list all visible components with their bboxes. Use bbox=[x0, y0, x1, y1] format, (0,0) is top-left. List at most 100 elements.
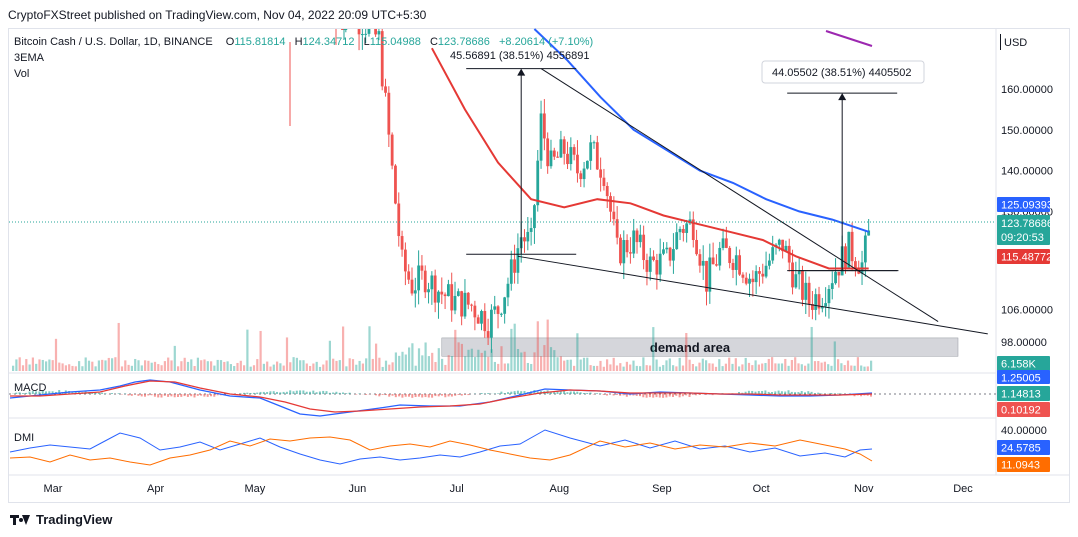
macd-hist-bar bbox=[269, 391, 272, 394]
volume-bar bbox=[645, 365, 648, 371]
dmi-plus-line[interactable] bbox=[9, 429, 873, 465]
candle-body bbox=[357, 29, 361, 35]
macd-line[interactable] bbox=[9, 379, 873, 417]
footer-brand[interactable]: TradingView bbox=[10, 512, 112, 527]
candle-body bbox=[483, 311, 487, 332]
macd-hist-bar bbox=[569, 391, 572, 394]
price-axis[interactable]: USD 160.00000150.00000140.00000130.00000… bbox=[1000, 34, 1053, 437]
macd-signal-line[interactable] bbox=[10, 380, 873, 413]
volume-bar bbox=[556, 357, 559, 371]
candle-body bbox=[579, 173, 583, 180]
macd-hist-bar bbox=[606, 394, 608, 396]
candle-body bbox=[612, 211, 616, 220]
volume-bar bbox=[325, 360, 328, 371]
volume-bar bbox=[830, 365, 833, 371]
macd-hist-bar bbox=[579, 392, 582, 394]
time-tick-label: Dec bbox=[953, 483, 973, 495]
time-tick-label: Apr bbox=[147, 483, 164, 495]
volume-bar bbox=[837, 359, 840, 371]
ema-blue-line[interactable] bbox=[533, 28, 870, 233]
volume-bar bbox=[790, 359, 793, 371]
candle-body bbox=[625, 240, 629, 253]
candle-body bbox=[724, 238, 728, 248]
volume-bar bbox=[107, 357, 110, 371]
macd-hist-bar bbox=[243, 392, 245, 394]
badge-dmi-minus-bg bbox=[997, 457, 1050, 472]
macd-hist-bar bbox=[800, 391, 803, 394]
dmi-minus-line[interactable] bbox=[9, 436, 873, 466]
volume-bar bbox=[520, 352, 523, 371]
macd-hist-bar bbox=[678, 394, 681, 398]
candle-body bbox=[847, 231, 851, 269]
volume-bar bbox=[761, 363, 764, 371]
ema-purple-line[interactable] bbox=[825, 30, 873, 47]
macd-hist-bar bbox=[780, 391, 783, 394]
volume-bar bbox=[843, 365, 846, 371]
macd-hist-bar bbox=[764, 390, 767, 394]
time-axis[interactable]: Mar Apr May Jun Jul Aug Sep Oct Nov Dec bbox=[44, 483, 974, 495]
macd-hist-bar bbox=[378, 394, 381, 397]
volume-bar bbox=[516, 349, 520, 371]
candle-body bbox=[529, 228, 533, 232]
macd-hist-bar bbox=[444, 394, 447, 398]
volume-bar bbox=[322, 364, 325, 371]
volume-bar bbox=[724, 363, 727, 371]
volume-bar bbox=[612, 357, 615, 371]
candle-body bbox=[549, 150, 553, 167]
dmi-axis-tick: 40.00000 bbox=[1001, 425, 1047, 437]
chart-legend: Bitcoin Cash / U.S. Dollar, 1D, BINANCE … bbox=[14, 36, 593, 80]
macd-hist-bar bbox=[332, 392, 335, 394]
candle-body bbox=[850, 231, 854, 262]
macd-hist-bar bbox=[190, 394, 193, 397]
demand-area-zone[interactable] bbox=[441, 337, 959, 357]
volume-bar bbox=[441, 358, 444, 371]
volume-bar bbox=[678, 357, 681, 371]
volume-bar bbox=[500, 346, 503, 371]
candle-body bbox=[681, 228, 685, 233]
macd-hist-bar bbox=[213, 394, 216, 397]
volume-bar bbox=[351, 359, 355, 371]
volume-bar bbox=[780, 363, 784, 371]
measure-right-label: 44.05502 (38.51%) 4405502 bbox=[772, 67, 911, 79]
candle-body bbox=[685, 223, 689, 233]
macd-hist-bar bbox=[18, 392, 21, 394]
volume-bar bbox=[279, 363, 282, 371]
measure-tools[interactable] bbox=[466, 68, 898, 272]
candle-body bbox=[824, 303, 828, 307]
macd-hist-bar bbox=[596, 393, 599, 394]
macd-hist-bar bbox=[21, 393, 24, 394]
candle-body bbox=[493, 306, 497, 310]
macd-hist-bar bbox=[262, 391, 265, 394]
macd-hist-bar bbox=[71, 391, 74, 394]
macd-hist-bar bbox=[200, 394, 203, 396]
volume-bar bbox=[784, 358, 787, 371]
macd-hist-bar bbox=[668, 394, 671, 397]
volume-bar bbox=[335, 360, 338, 371]
volume-bar bbox=[292, 357, 295, 371]
volume-bar bbox=[662, 365, 665, 371]
volume-bar bbox=[863, 366, 866, 371]
volume-bar bbox=[216, 359, 219, 371]
macd-hist-bar bbox=[256, 392, 259, 394]
volume-bar bbox=[94, 366, 97, 371]
macd-hist-bar bbox=[516, 390, 519, 394]
macd-hist-bar bbox=[487, 393, 490, 394]
volume-bar bbox=[728, 357, 731, 371]
macd-hist-bar bbox=[754, 391, 757, 394]
volume-bar bbox=[602, 366, 605, 371]
volume-bar bbox=[219, 360, 223, 371]
time-tick-label: Oct bbox=[753, 483, 770, 495]
macd-hist-bar bbox=[797, 392, 800, 394]
candle-body bbox=[695, 239, 698, 255]
volume-bar bbox=[276, 361, 279, 371]
ema-red-line[interactable] bbox=[431, 47, 869, 270]
candle-body bbox=[430, 275, 434, 290]
candle-body bbox=[450, 284, 454, 311]
macd-hist-bar bbox=[299, 390, 302, 394]
macd-hist-bar bbox=[167, 394, 170, 397]
volume-bar bbox=[767, 358, 770, 371]
macd-hist-bar bbox=[31, 391, 34, 394]
volume-bar bbox=[853, 365, 856, 371]
volume-bar bbox=[573, 365, 576, 371]
